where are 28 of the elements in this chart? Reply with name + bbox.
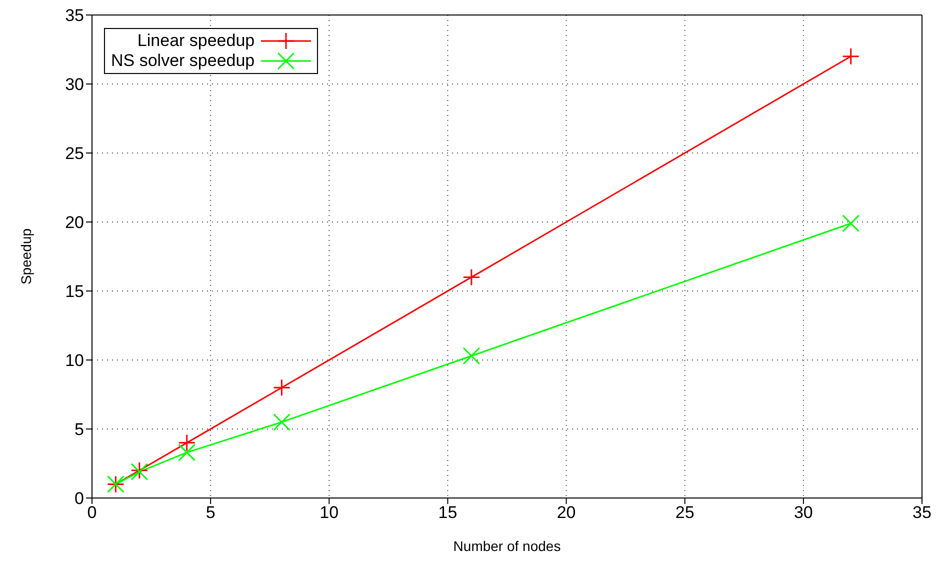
y-tick-label: 20 — [65, 213, 84, 232]
point — [178, 444, 196, 462]
y-tick-label: 0 — [74, 489, 84, 508]
x-tick-label: 5 — [206, 503, 216, 522]
x-tick-label: 0 — [87, 503, 97, 522]
y-tick-label: 35 — [65, 6, 84, 26]
x-tick-label: 20 — [556, 503, 576, 522]
legend-label: Linear speedup — [137, 31, 255, 51]
point — [272, 378, 290, 396]
point — [842, 214, 860, 232]
y-tick-label: 25 — [65, 144, 84, 164]
x-tick-label: 30 — [794, 503, 813, 522]
x-tick-label: 25 — [675, 503, 694, 522]
y-tick-label: 15 — [65, 282, 84, 302]
x-tick-label: 10 — [320, 503, 339, 522]
y-axis-title: Speedup — [18, 228, 34, 285]
legend-label: NS solver speedup — [111, 51, 255, 71]
point — [178, 434, 196, 452]
point — [272, 413, 290, 431]
point — [842, 48, 860, 66]
y-tick-label: 5 — [74, 420, 84, 440]
x-tick-label: 35 — [912, 503, 932, 522]
x-tick-label: 15 — [438, 503, 458, 522]
x-axis-title: Number of nodes — [453, 538, 561, 554]
point — [462, 268, 480, 286]
y-tick-label: 10 — [65, 351, 84, 370]
y-tick-label: 30 — [65, 75, 84, 94]
point — [462, 347, 480, 365]
